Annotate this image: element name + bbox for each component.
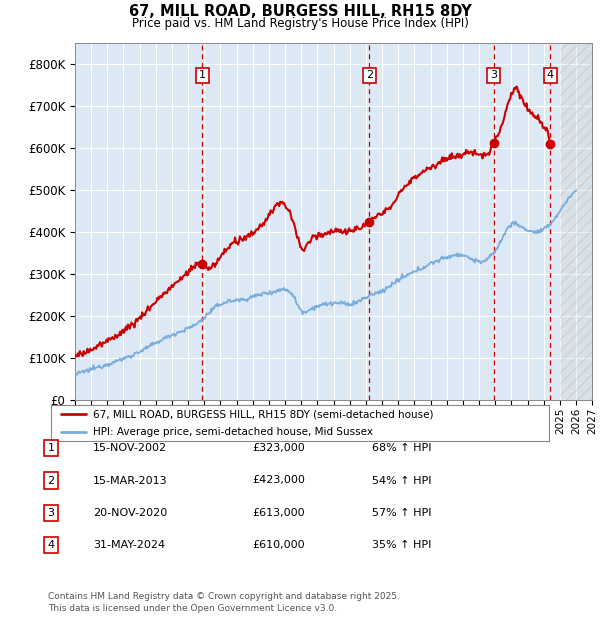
Text: Price paid vs. HM Land Registry's House Price Index (HPI): Price paid vs. HM Land Registry's House … <box>131 17 469 30</box>
Text: £613,000: £613,000 <box>252 508 305 518</box>
Text: 31-MAY-2024: 31-MAY-2024 <box>93 540 165 550</box>
Text: 67, MILL ROAD, BURGESS HILL, RH15 8DY: 67, MILL ROAD, BURGESS HILL, RH15 8DY <box>128 4 472 19</box>
Text: 54% ↑ HPI: 54% ↑ HPI <box>372 476 431 485</box>
Text: 4: 4 <box>547 71 554 81</box>
Text: 15-MAR-2013: 15-MAR-2013 <box>93 476 167 485</box>
Bar <box>560 43 592 400</box>
Text: £610,000: £610,000 <box>252 540 305 550</box>
Text: 4: 4 <box>47 540 55 550</box>
Text: 3: 3 <box>47 508 55 518</box>
Text: 68% ↑ HPI: 68% ↑ HPI <box>372 443 431 453</box>
Text: 57% ↑ HPI: 57% ↑ HPI <box>372 508 431 518</box>
Text: 67, MILL ROAD, BURGESS HILL, RH15 8DY (semi-detached house): 67, MILL ROAD, BURGESS HILL, RH15 8DY (s… <box>94 409 434 420</box>
Text: 2: 2 <box>47 476 55 485</box>
Text: 2: 2 <box>365 71 373 81</box>
Text: 35% ↑ HPI: 35% ↑ HPI <box>372 540 431 550</box>
Text: 20-NOV-2020: 20-NOV-2020 <box>93 508 167 518</box>
Text: 15-NOV-2002: 15-NOV-2002 <box>93 443 167 453</box>
Text: HPI: Average price, semi-detached house, Mid Sussex: HPI: Average price, semi-detached house,… <box>94 427 373 438</box>
Text: £423,000: £423,000 <box>252 476 305 485</box>
Text: 1: 1 <box>47 443 55 453</box>
Text: 1: 1 <box>199 71 206 81</box>
Text: £323,000: £323,000 <box>252 443 305 453</box>
Text: Contains HM Land Registry data © Crown copyright and database right 2025.
This d: Contains HM Land Registry data © Crown c… <box>48 591 400 613</box>
Text: 3: 3 <box>490 71 497 81</box>
